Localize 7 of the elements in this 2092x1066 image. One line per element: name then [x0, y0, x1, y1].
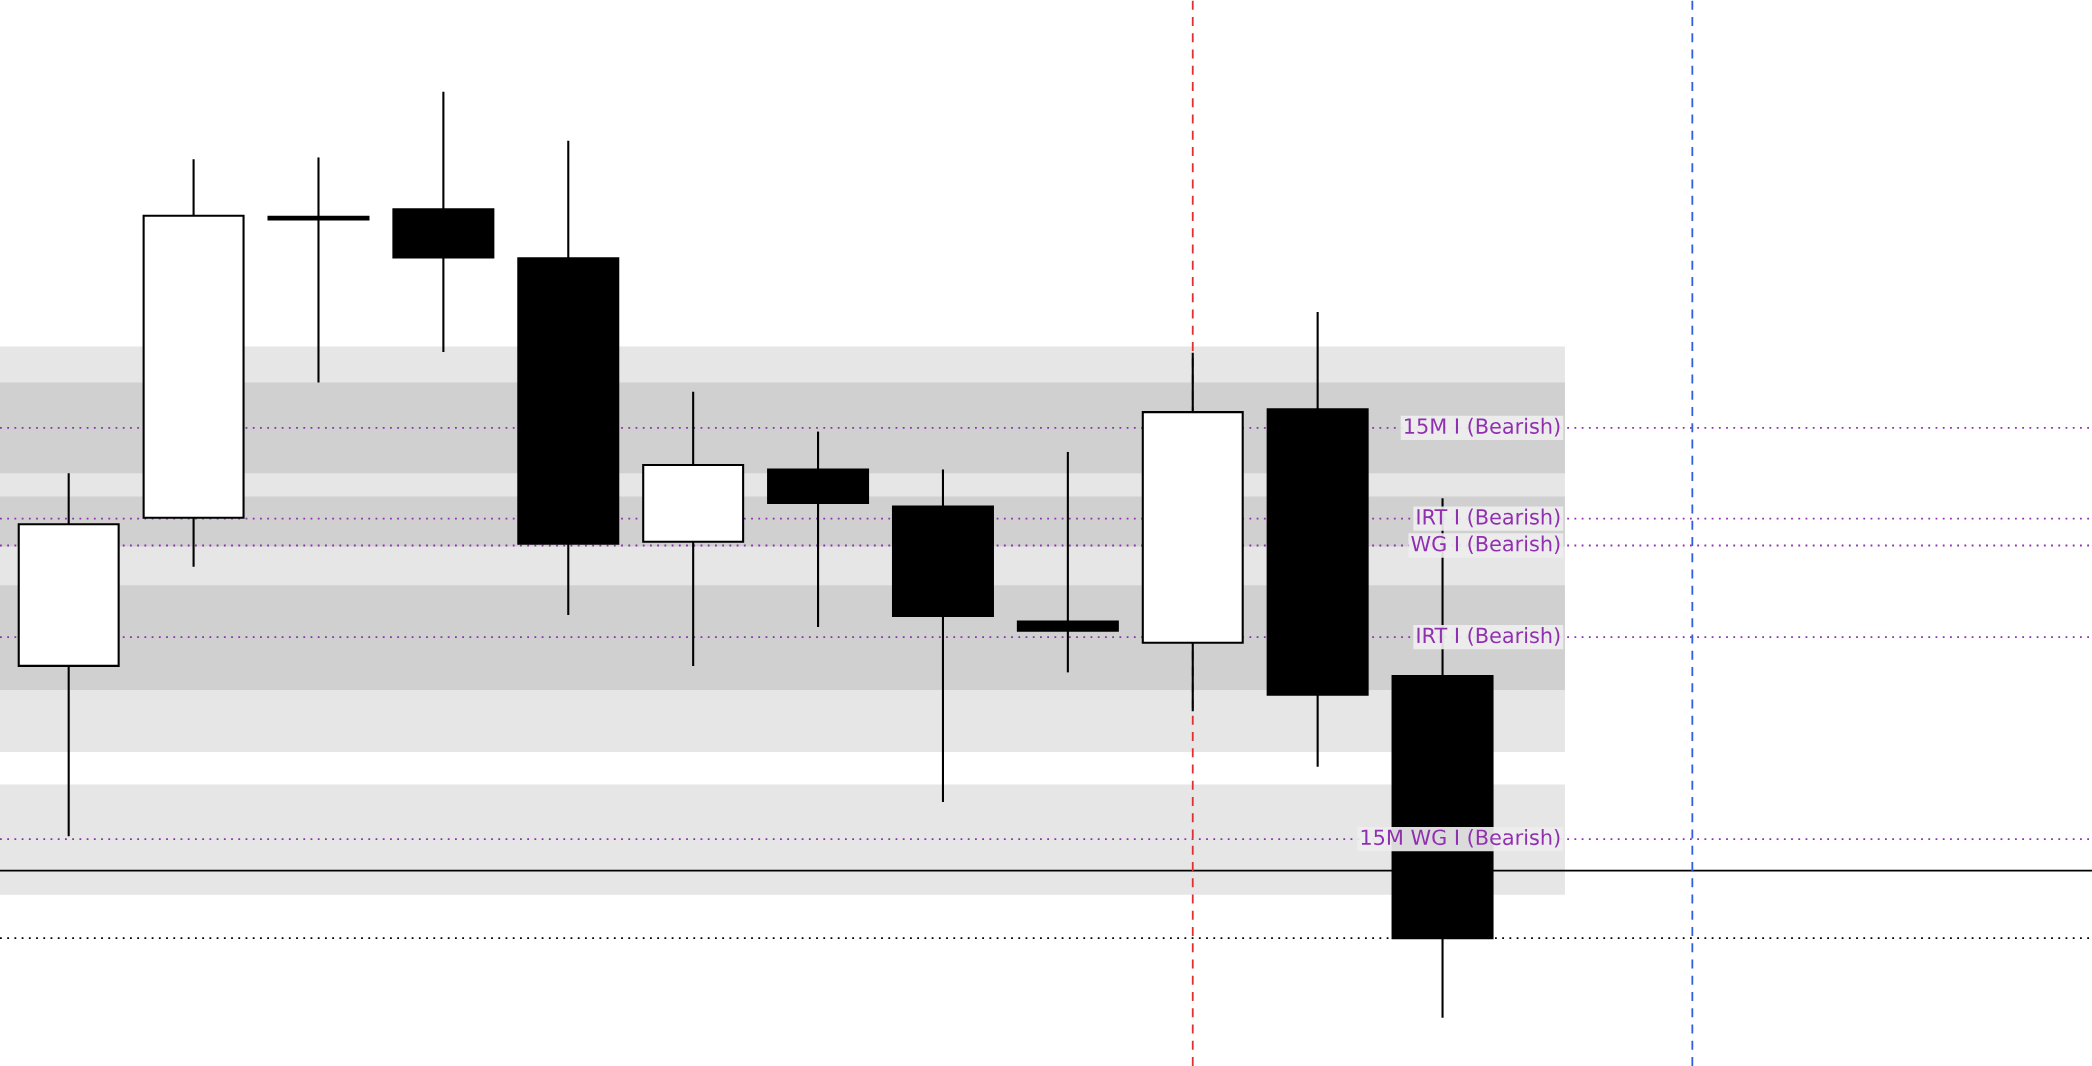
- candlestick: [1016, 450, 1119, 674]
- ref-line-label: 15M I (Bearish): [1405, 417, 1560, 437]
- candlestick: [267, 156, 370, 384]
- ref-line-label: WG I (Bearish): [1411, 535, 1560, 554]
- ref-line-label: IRT I (Bearish): [1417, 627, 1560, 646]
- ref-line-label: IRT I (Bearish): [1417, 508, 1560, 528]
- ref-line-label: 15M WG I (Bearish): [1361, 829, 1560, 848]
